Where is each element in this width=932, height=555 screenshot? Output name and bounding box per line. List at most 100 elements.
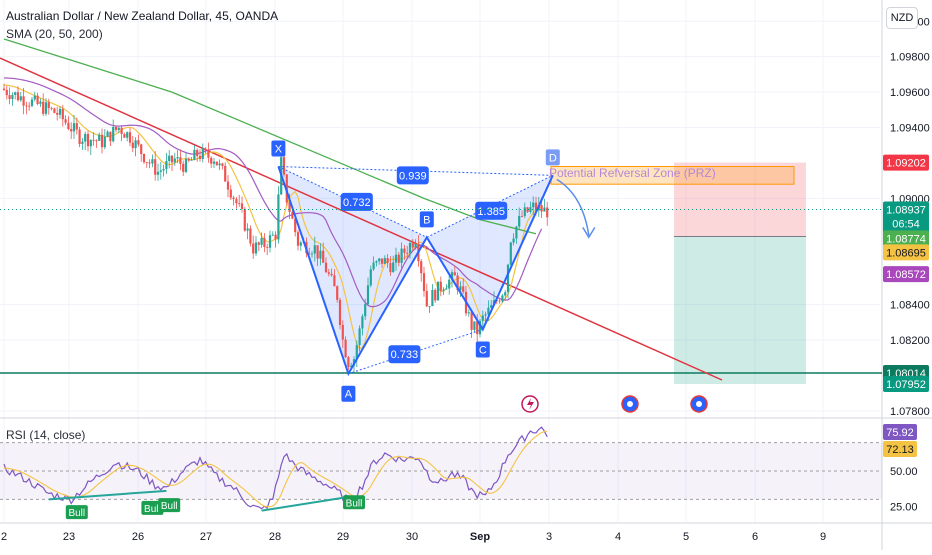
candle-body [319,250,322,259]
time-tick-label: 5 [683,531,689,543]
pattern-point-a: A [341,385,356,402]
candle-body [534,202,538,211]
candle-body [540,204,543,212]
candle-body [358,328,361,346]
candle-body [84,133,87,142]
candle-body [501,295,504,302]
candle-body [529,207,532,212]
candle-body [72,123,76,132]
candle-body [187,158,190,161]
candle-body [313,245,316,254]
candle-body [14,92,17,95]
economic-event-icon[interactable] [621,395,639,413]
candle-body [532,202,535,208]
candle-body [487,307,490,315]
currency-button[interactable]: NZD [886,7,918,29]
candle-body [140,144,143,154]
bull-label-box [343,495,365,510]
candle-body [310,253,314,255]
lightning-icon-bolt [527,398,534,410]
pattern-point-box [271,140,286,157]
pattern-ratio-label: 0.732 [343,197,371,209]
lightning-icon[interactable] [521,395,539,413]
rsi-tick-label: 50.00 [890,466,918,478]
price-label-box [883,375,929,392]
candle-body [515,226,518,239]
candle-body [282,157,286,175]
prz-label: Potential Refversal Zone (PRZ) [549,166,716,180]
candle-body [450,272,454,280]
candle-body [207,150,210,158]
candle-body [5,89,8,96]
candle-body [98,134,101,141]
candle-body [347,357,350,367]
candle-body [75,123,78,130]
pattern-ratio-box [340,192,373,211]
bull-label-text: Bull [68,508,85,519]
candle-body [201,148,204,159]
candle-body [422,273,426,292]
candle-body [431,289,434,307]
time-tick-label: 27 [200,531,212,543]
time-tick-label: Sep [470,531,490,543]
price-tick-label: 1.09600 [890,87,930,99]
candle-body [159,170,162,172]
candle-body [291,211,294,219]
candle-body [235,199,238,204]
candle-body [128,132,132,143]
candle-body [50,107,53,109]
candle-body [330,273,333,276]
rsi-value-label: 72.13 [883,441,917,457]
bull-label-box [158,498,181,513]
price-label-box [883,244,929,261]
pattern-ratio: 0.733 [388,345,421,364]
candle-body [372,262,375,270]
candle-body [271,234,274,236]
candle-body [184,158,188,172]
rsi-ma-line [3,430,548,508]
candle-body [478,320,482,335]
candle-body [117,127,120,130]
candle-body [190,159,193,161]
candle-body [288,202,291,212]
candle-body [378,258,381,262]
economic-event-icon[interactable] [690,395,708,413]
candle-body [333,275,336,287]
candle-body [473,321,476,330]
candle-body [324,262,328,273]
candle-body [58,108,62,115]
candle-body [439,281,442,291]
pattern-bcd-fill [426,175,553,330]
candle-body [137,140,140,145]
candle-body [308,253,311,255]
candle-body [411,242,414,248]
candle-body [296,232,300,246]
candle-body [380,258,384,264]
candle-body [277,194,280,240]
economic-event-icon-dot [696,401,702,407]
candle-body [36,95,39,104]
rsi-tick-label: 25.00 [890,501,918,513]
candle-body [109,131,112,142]
projection-arrow-head [582,226,596,239]
pattern-point-box [475,341,490,358]
candle-body [47,102,50,108]
chart-title: Australian Dollar / New Zealand Dollar, … [6,9,279,23]
candle-body [33,95,36,100]
candle-body [274,234,277,240]
candle-body [263,237,266,248]
candle-body [386,258,389,264]
candle-body [344,339,347,358]
candle-body [162,169,165,171]
candle-body [243,208,246,231]
candle-body [229,189,232,198]
pattern-point-label: C [479,344,487,356]
rsi-label: RSI (14, close) [6,428,86,442]
candle-body [30,99,34,106]
candle-body [512,238,515,243]
candle-body [299,242,302,246]
candle-body [198,155,202,159]
pattern-point-label: B [423,214,430,226]
candle-body [442,289,445,291]
